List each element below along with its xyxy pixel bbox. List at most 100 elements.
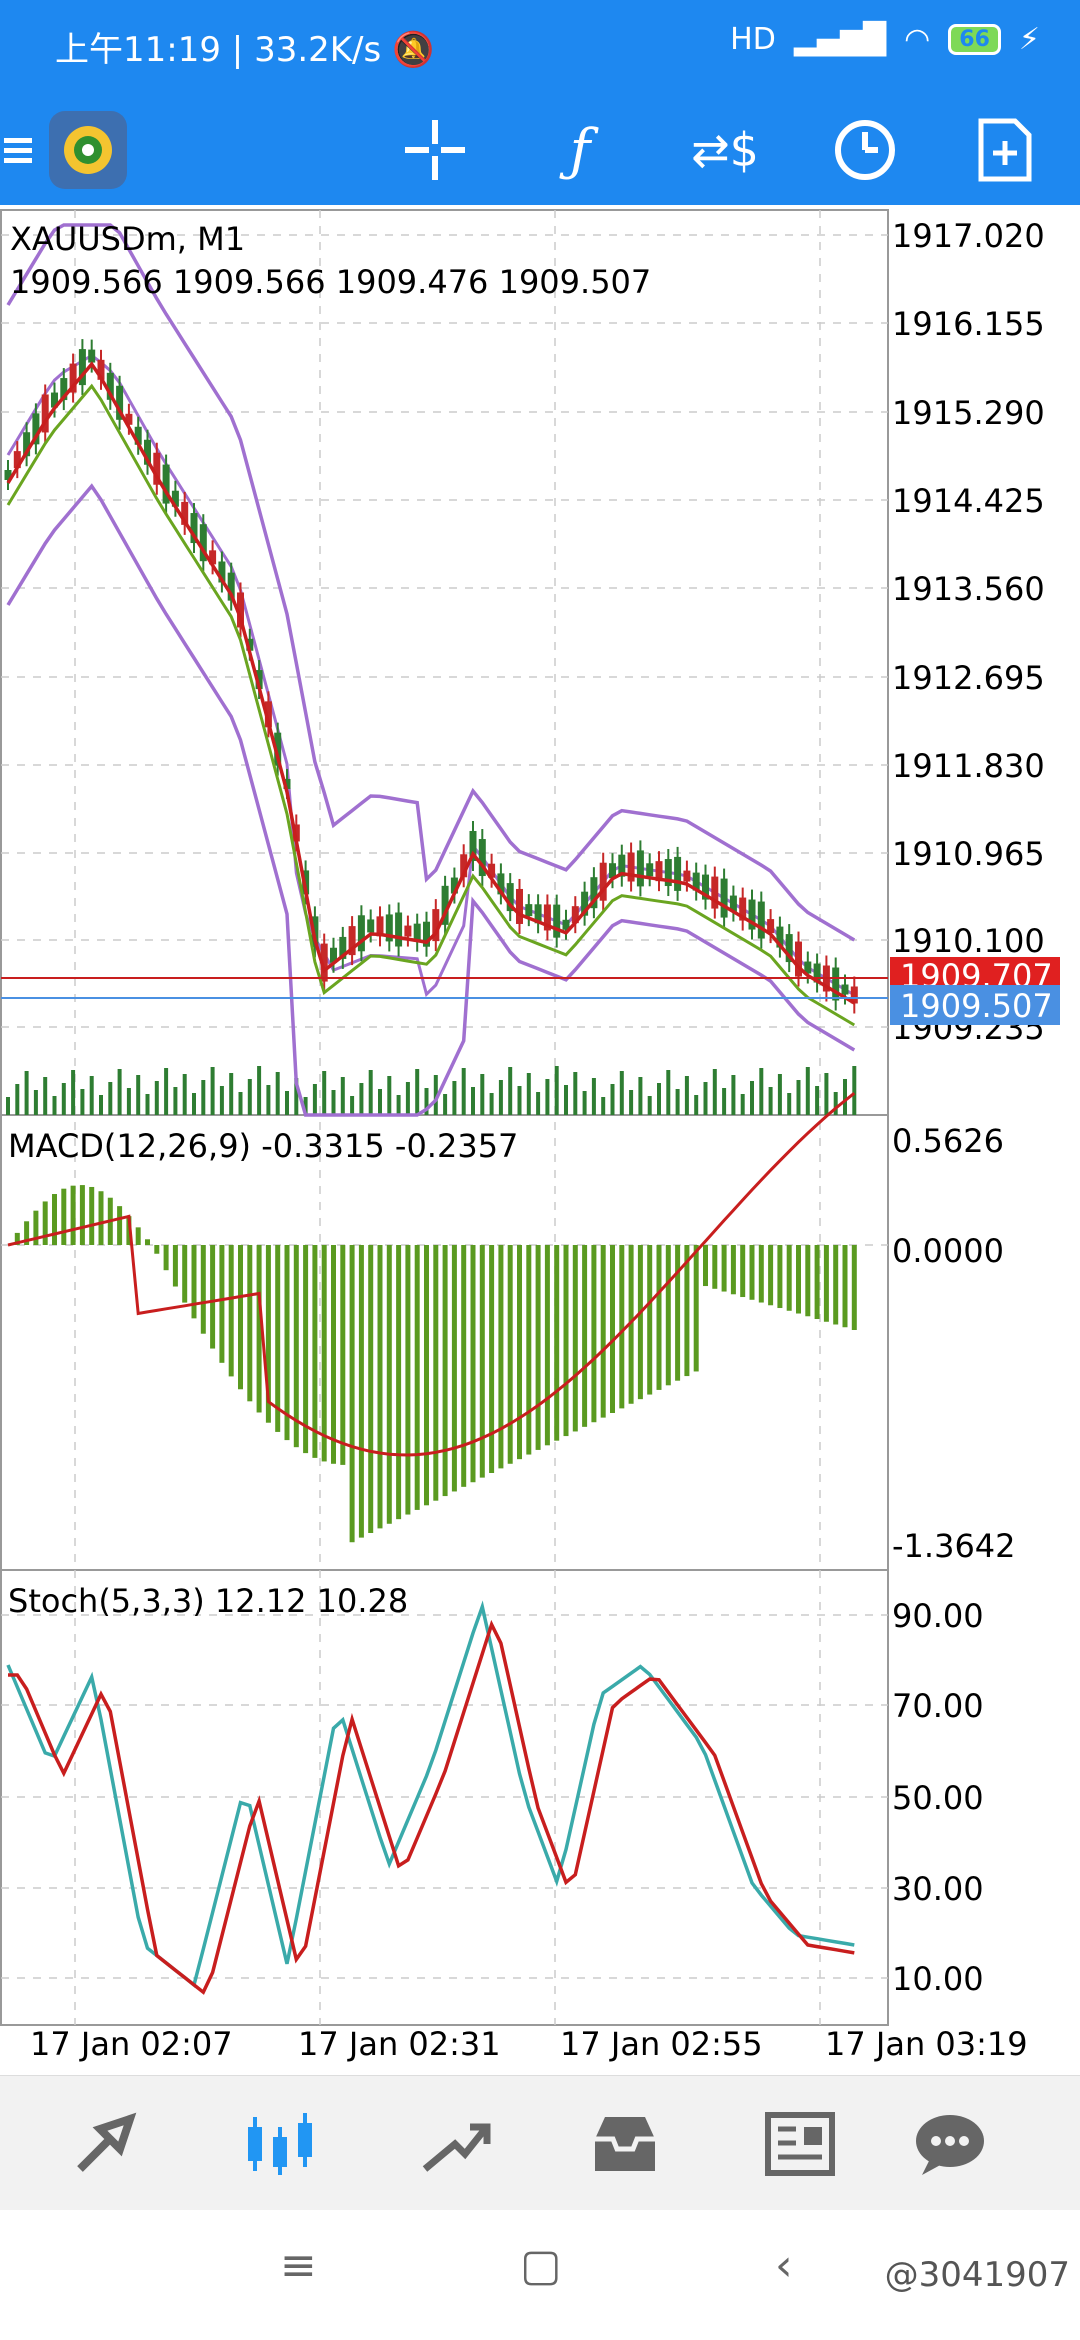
volume-bar <box>768 1087 773 1115</box>
new-doc-icon[interactable] <box>965 95 1045 205</box>
back-button[interactable]: ‹ <box>775 2240 793 2291</box>
macd-histogram-bar <box>89 1186 95 1245</box>
ma-slow <box>6 383 856 1027</box>
macd-histogram-bar <box>70 1185 76 1245</box>
volume-bar <box>15 1084 20 1115</box>
volume-bar <box>750 1081 754 1115</box>
volume-bar <box>126 1088 131 1115</box>
status-time: 上午11:19 <box>55 30 221 70</box>
stoch-tick: 30.00 <box>892 1870 984 1908</box>
macd-histogram-bar <box>712 1245 718 1289</box>
candle-body <box>720 878 728 918</box>
chart-icon[interactable] <box>220 2076 340 2211</box>
chart-area[interactable]: XAUUSDm, M1 1909.566 1909.566 1909.476 1… <box>0 205 1080 2075</box>
trade-icon[interactable]: ⇄$ <box>691 123 759 177</box>
volume-bar <box>294 1078 299 1115</box>
volume-bar <box>415 1069 420 1115</box>
bid-price: 1909.507 <box>900 987 1053 1025</box>
candle-body <box>441 885 449 925</box>
volume-bar <box>89 1076 94 1115</box>
macd-histogram-bar <box>777 1245 783 1309</box>
volume-bar <box>647 1096 652 1115</box>
app-logo-icon[interactable] <box>48 95 128 205</box>
candle-body <box>432 909 440 942</box>
watermark: @3041907 <box>884 2255 1070 2295</box>
stoch-tick: 10.00 <box>892 1960 984 1998</box>
candle-body <box>41 394 49 433</box>
macd-histogram-bar <box>284 1245 290 1441</box>
volume-bar <box>582 1091 587 1115</box>
macd-histogram-bar <box>526 1245 532 1455</box>
macd-histogram-bar <box>61 1188 67 1245</box>
home-button[interactable]: ▢ <box>520 2240 562 2291</box>
trade-nav-icon[interactable] <box>395 2076 515 2211</box>
history-icon[interactable] <box>565 2076 685 2211</box>
stoch-signal-line <box>8 1619 855 1995</box>
news-icon[interactable] <box>740 2076 860 2211</box>
volume-bar <box>498 1080 503 1115</box>
macd-histogram-bar <box>665 1245 671 1386</box>
candle-body <box>711 876 719 909</box>
stoch-tick: 70.00 <box>892 1687 984 1725</box>
volume-bar <box>257 1066 262 1115</box>
macd-histogram-bar <box>749 1245 755 1300</box>
macd-signal-line <box>7 1092 856 1457</box>
price-tick: 1910.965 <box>892 835 1045 873</box>
messages-icon[interactable] <box>890 2076 1010 2211</box>
volume-bar <box>480 1074 485 1115</box>
volume-bar <box>815 1086 820 1115</box>
volume-bar <box>24 1071 29 1115</box>
macd-histogram-bar <box>563 1245 569 1437</box>
volume-bar <box>229 1073 234 1115</box>
function-icon[interactable]: ƒ <box>569 117 591 183</box>
signal-icon: HD <box>730 22 776 57</box>
clock-icon[interactable] <box>825 95 905 205</box>
macd-histogram-bar <box>98 1191 104 1245</box>
volume-bar <box>396 1095 401 1115</box>
volume-bar <box>145 1094 150 1115</box>
price-chart[interactable]: XAUUSDm, M1 1909.566 1909.566 1909.476 1… <box>0 205 1080 2075</box>
volume-bar <box>591 1078 596 1115</box>
candle-body <box>330 947 337 963</box>
macd-histogram-bar <box>117 1206 123 1245</box>
volume-bar <box>536 1092 541 1115</box>
macd-histogram-bar <box>303 1245 309 1454</box>
price-tick: 1915.290 <box>892 394 1045 432</box>
volume-bar <box>117 1069 122 1115</box>
system-nav: ≡ ▢ ‹ <box>0 2210 1080 2340</box>
bottom-nav <box>0 2075 1080 2211</box>
candle-body <box>618 854 626 877</box>
recent-apps-button[interactable]: ≡ <box>280 2240 317 2291</box>
wifi-icon: ◠ <box>904 22 931 57</box>
candles <box>4 339 858 1014</box>
volume-bar <box>52 1096 57 1115</box>
volume-bar <box>684 1076 689 1115</box>
candle-body <box>795 941 802 977</box>
volume-bar <box>340 1077 345 1115</box>
menu-icon[interactable] <box>0 95 36 205</box>
candle-body <box>209 550 217 565</box>
macd-histogram-bar <box>517 1245 522 1460</box>
volume-bar <box>350 1096 355 1115</box>
signal2-icon: ▂▄▆█ <box>793 22 887 57</box>
volume-bar <box>71 1070 76 1115</box>
stoch-axis: 90.00 70.00 50.00 30.00 10.00 <box>892 1597 984 1998</box>
quotes-icon[interactable] <box>50 2076 170 2211</box>
grid <box>1 210 888 2025</box>
macd-histogram-bar <box>424 1245 429 1506</box>
price-tick: 1914.425 <box>892 482 1045 520</box>
candle-body <box>60 378 68 401</box>
lower-band <box>6 483 856 1117</box>
candle-body <box>246 638 254 651</box>
macd-histogram-bar <box>358 1245 364 1538</box>
macd-histogram-bar <box>758 1245 764 1303</box>
volume-bar <box>601 1097 606 1115</box>
volume-bar <box>285 1091 289 1115</box>
candle-body <box>162 464 170 504</box>
candle-body <box>497 873 505 895</box>
volume-bar <box>247 1079 252 1115</box>
crosshair-icon[interactable] <box>395 95 475 205</box>
macd-histogram-bar <box>386 1245 392 1524</box>
candle-body <box>683 870 691 882</box>
macd-histogram-bar <box>210 1245 216 1349</box>
